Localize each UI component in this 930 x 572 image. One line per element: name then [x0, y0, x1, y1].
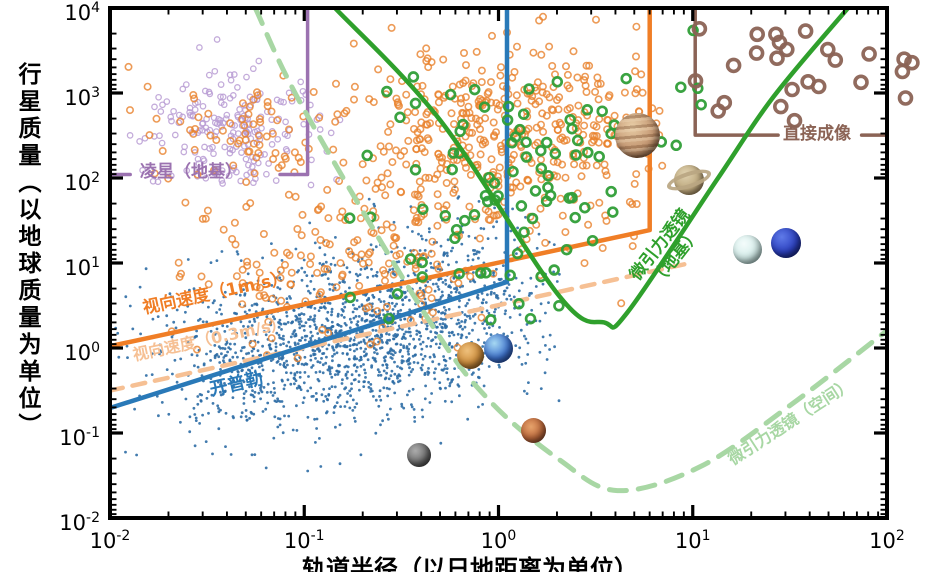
y-tick-label: 101 [64, 255, 100, 280]
scatter-foreground [343, 20, 920, 326]
curve-direct-imaging [693, 8, 887, 137]
curve-label-transit-ground: 凌星（地基） [140, 162, 242, 182]
planet-uranus [733, 234, 763, 264]
y-tick-label: 100 [64, 340, 100, 365]
x-tick-label: 102 [869, 528, 905, 553]
planet-mercury [407, 443, 432, 468]
scatter-direct-imaging-planets [687, 20, 920, 129]
curve-rv-1ms [110, 8, 652, 349]
microlensing-curves [252, 8, 887, 494]
x-tick-label: 10-2 [89, 528, 131, 553]
curve-rv-03ms [110, 260, 693, 393]
y-tick-label: 104 [64, 0, 100, 25]
x-tick-label: 100 [480, 528, 517, 553]
y-tick-label: 10-1 [59, 425, 100, 450]
planet-jupiter [615, 112, 661, 158]
planet-earth [484, 333, 513, 363]
saturn-body-icon [674, 164, 705, 195]
planet-venus [457, 341, 485, 369]
y-tick-label: 10-2 [59, 510, 100, 535]
curve-ml-ground [332, 8, 851, 330]
planet-saturn [664, 164, 714, 195]
axes-frame [108, 6, 889, 520]
curve-ml-space [252, 8, 887, 494]
scatter-microlensing-planets [343, 24, 707, 326]
y-tick-label: 103 [64, 85, 100, 110]
curve-kepler [110, 8, 510, 411]
x-tick-label: 101 [674, 528, 711, 553]
detection-limit-curves [110, 8, 887, 411]
planet-neptune [770, 227, 801, 258]
curve-label-direct-imaging: 直接成像 [783, 124, 851, 144]
y-tick-label: 102 [64, 170, 100, 195]
y-axis-title: 行星质量（以地球质量为单位） [14, 62, 40, 440]
planet-mars [521, 418, 547, 443]
x-axis-title: 轨道半径（以日地距离为单位） [302, 555, 638, 572]
x-tick-label: 10-1 [283, 528, 325, 553]
scatter-rv-planets [124, 12, 667, 363]
